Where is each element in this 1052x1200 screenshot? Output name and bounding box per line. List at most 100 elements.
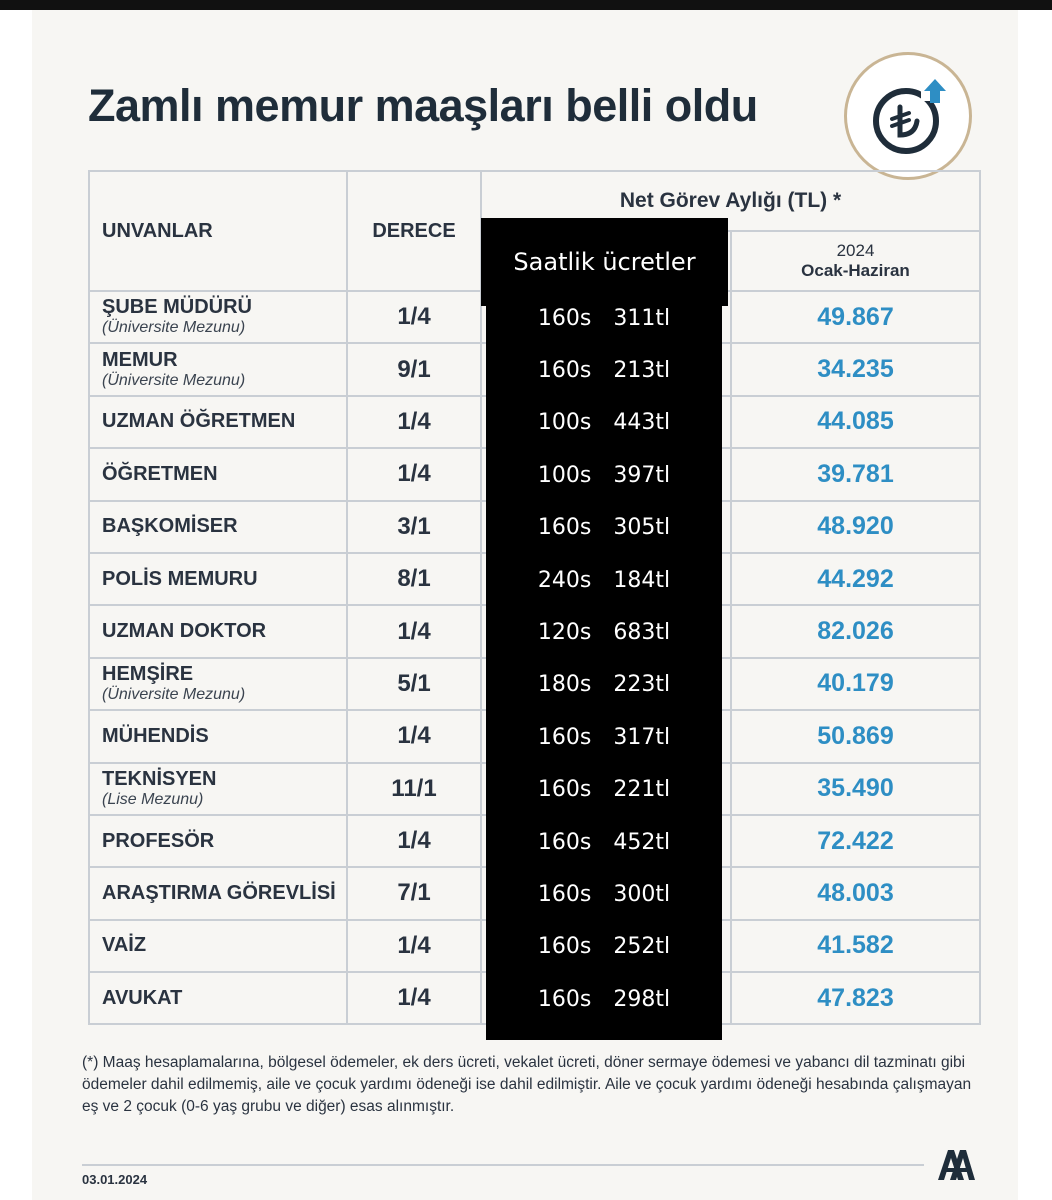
row-title: UZMAN ÖĞRETMEN — [102, 410, 296, 433]
hours-per-month: 180s — [537, 672, 592, 698]
row-derece: 3/1 — [346, 499, 482, 554]
row-title-cell: BAŞKOMİSER — [88, 499, 348, 554]
publish-date: 03.01.2024 — [82, 1172, 148, 1187]
top-bar — [0, 0, 1052, 10]
hourly-wage-row: 160s 305tl — [486, 502, 722, 554]
hourly-wage: 683tl — [613, 619, 671, 645]
hourly-wage-row: 160s 298tl — [486, 973, 722, 1025]
row-derece: 1/4 — [346, 394, 482, 450]
row-title: AVUKAT — [102, 986, 183, 1009]
row-title-cell: ÖĞRETMEN — [88, 447, 348, 502]
hourly-wage: 311tl — [613, 305, 671, 331]
footnote: (*) Maaş hesaplamalarına, bölgesel ödeme… — [82, 1054, 972, 1115]
row-salary: 35.490 — [730, 761, 981, 816]
hours-per-month: 160s — [537, 515, 592, 541]
row-title-cell: ŞUBE MÜDÜRÜ (Üniversite Mezunu) — [88, 289, 348, 345]
row-derece: 1/4 — [346, 289, 482, 345]
row-title-cell: UZMAN ÖĞRETMEN — [88, 394, 348, 450]
row-salary: 48.003 — [730, 866, 981, 921]
row-salary: 47.823 — [730, 971, 981, 1026]
hourly-wage-row: 180s 223tl — [486, 659, 722, 711]
row-title: ÖĞRETMEN — [102, 462, 218, 485]
row-title-cell: AVUKAT — [88, 971, 348, 1026]
header-unvanlar: UNVANLAR — [88, 170, 348, 292]
hourly-wage-row: 160s 311tl — [486, 292, 722, 344]
hourly-wage-row: 160s 221tl — [486, 764, 722, 816]
row-title-cell: HEMŞİRE (Üniversite Mezunu) — [88, 656, 348, 712]
hours-per-month: 160s — [537, 934, 592, 960]
hourly-wage: 252tl — [613, 934, 671, 960]
hourly-wage-row: 160s 300tl — [486, 868, 722, 920]
row-salary: 82.026 — [730, 604, 981, 659]
row-derece: 8/1 — [346, 551, 482, 607]
row-salary: 41.582 — [730, 918, 981, 974]
row-education: (Üniversite Mezunu) — [102, 685, 246, 703]
redaction-box-column — [486, 288, 722, 1040]
hourly-wage-row: 160s 452tl — [486, 816, 722, 868]
row-title: UZMAN DOKTOR — [102, 620, 267, 643]
row-title: BAŞKOMİSER — [102, 515, 238, 538]
row-derece: 1/4 — [346, 709, 482, 764]
hourly-wage-row: 240s 184tl — [486, 554, 722, 606]
row-title: HEMŞİRE — [102, 662, 194, 685]
hourly-wage: 452tl — [613, 829, 671, 855]
header-period-label: Ocak-Haziran — [801, 261, 910, 280]
row-salary: 39.781 — [730, 447, 981, 502]
hourly-wage: 317tl — [613, 724, 671, 750]
row-title: ARAŞTIRMA GÖREVLİSİ — [102, 881, 336, 904]
row-derece: 1/4 — [346, 918, 482, 974]
hourly-wages-title: Saatlik ücretler — [513, 248, 696, 276]
hours-per-month: 160s — [537, 986, 592, 1012]
row-education: (Üniversite Mezunu) — [102, 371, 246, 389]
row-title: ŞUBE MÜDÜRÜ — [102, 296, 252, 319]
hourly-wage: 443tl — [613, 410, 671, 436]
row-title: POLİS MEMURU — [102, 567, 258, 590]
row-title: MÜHENDİS — [102, 724, 209, 747]
hourly-wage: 223tl — [613, 672, 671, 698]
row-title: VAİZ — [102, 934, 147, 957]
row-title: PROFESÖR — [102, 829, 215, 852]
hours-per-month: 160s — [537, 724, 592, 750]
hours-per-month: 120s — [537, 619, 592, 645]
row-salary: 40.179 — [730, 656, 981, 712]
row-education: (Lise Mezunu) — [102, 790, 204, 808]
row-salary: 44.085 — [730, 394, 981, 450]
row-title-cell: ARAŞTIRMA GÖREVLİSİ — [88, 866, 348, 921]
hourly-wage: 213tl — [613, 357, 671, 383]
hourly-wage: 184tl — [613, 567, 671, 593]
hours-per-month: 160s — [537, 881, 592, 907]
row-title-cell: TEKNİSYEN (Lise Mezunu) — [88, 761, 348, 816]
hourly-wage-row: 100s 443tl — [486, 397, 722, 449]
row-salary: 72.422 — [730, 813, 981, 869]
hours-per-month: 160s — [537, 357, 592, 383]
hourly-wage-row: 120s 683tl — [486, 606, 722, 658]
row-title-cell: POLİS MEMURU — [88, 551, 348, 607]
row-title-cell: PROFESÖR — [88, 813, 348, 869]
footer-divider — [82, 1164, 924, 1166]
row-education: (Üniversite Mezunu) — [102, 319, 246, 337]
hourly-wage: 397tl — [613, 462, 671, 488]
row-title: MEMUR — [102, 348, 178, 371]
lira-up-arrow-icon — [844, 52, 972, 180]
row-derece: 1/4 — [346, 813, 482, 869]
hours-per-month: 160s — [537, 829, 592, 855]
hourly-wage: 298tl — [613, 986, 671, 1012]
hours-per-month: 160s — [537, 305, 592, 331]
row-derece: 11/1 — [346, 761, 482, 816]
row-derece: 5/1 — [346, 656, 482, 712]
hours-per-month: 100s — [537, 462, 592, 488]
header-period: 2024 Ocak-Haziran — [730, 230, 981, 292]
row-derece: 7/1 — [346, 866, 482, 921]
row-derece: 9/1 — [346, 342, 482, 397]
hours-per-month: 160s — [537, 777, 592, 803]
row-salary: 50.869 — [730, 709, 981, 764]
page-title: Zamlı memur maaşları belli oldu — [88, 80, 758, 131]
header-year: 2024 — [836, 241, 875, 260]
row-salary: 34.235 — [730, 342, 981, 397]
hourly-wage-row: 160s 317tl — [486, 711, 722, 763]
row-salary: 48.920 — [730, 499, 981, 554]
row-title-cell: MÜHENDİS — [88, 709, 348, 764]
header-derece: DERECE — [346, 170, 482, 292]
hours-per-month: 240s — [537, 567, 592, 593]
row-title-cell: VAİZ — [88, 918, 348, 974]
